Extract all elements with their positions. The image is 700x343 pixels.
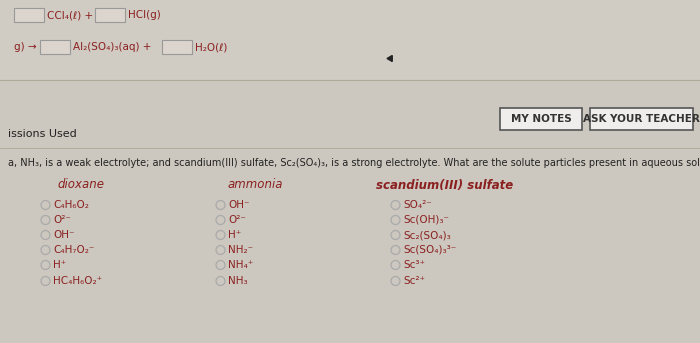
Text: SO₄²⁻: SO₄²⁻ [403,200,432,210]
Text: NH₃: NH₃ [228,276,248,286]
Text: issions Used: issions Used [8,129,77,139]
FancyBboxPatch shape [162,40,192,54]
Text: O²⁻: O²⁻ [228,215,246,225]
Text: HCl(g): HCl(g) [128,10,161,20]
Text: a, NH₃, is a weak electrolyte; and scandium(III) sulfate, Sc₂(SO₄)₃, is a strong: a, NH₃, is a weak electrolyte; and scand… [8,158,700,168]
Text: g) →: g) → [14,42,36,52]
Text: Sc(OH)₃⁻: Sc(OH)₃⁻ [403,215,449,225]
FancyBboxPatch shape [14,8,44,22]
Text: MY NOTES: MY NOTES [510,114,571,124]
FancyBboxPatch shape [0,80,700,343]
Text: C₄H₇O₂⁻: C₄H₇O₂⁻ [53,245,94,255]
Text: NH₄⁺: NH₄⁺ [228,260,253,270]
Text: Sc³⁺: Sc³⁺ [403,260,425,270]
FancyBboxPatch shape [40,40,70,54]
Text: H₂O(ℓ): H₂O(ℓ) [195,42,228,52]
Text: OH⁻: OH⁻ [53,230,74,240]
Text: ASK YOUR TEACHER: ASK YOUR TEACHER [583,114,700,124]
Text: OH⁻: OH⁻ [228,200,249,210]
Text: dioxane: dioxane [57,178,104,191]
Text: ammonia: ammonia [228,178,284,191]
FancyBboxPatch shape [590,108,693,130]
Text: HC₄H₆O₂⁺: HC₄H₆O₂⁺ [53,276,102,286]
Text: H⁺: H⁺ [53,260,66,270]
Text: H⁺: H⁺ [228,230,242,240]
Text: Sc(SO₄)₃³⁻: Sc(SO₄)₃³⁻ [403,245,456,255]
FancyBboxPatch shape [500,108,582,130]
Text: scandium(III) sulfate: scandium(III) sulfate [376,178,513,191]
Text: NH₂⁻: NH₂⁻ [228,245,253,255]
FancyBboxPatch shape [0,0,700,80]
Text: Al₂(SO₄)₃(aq) +: Al₂(SO₄)₃(aq) + [73,42,151,52]
Text: O²⁻: O²⁻ [53,215,71,225]
Text: Sc₂(SO₄)₃: Sc₂(SO₄)₃ [403,230,451,240]
Text: Sc²⁺: Sc²⁺ [403,276,425,286]
Text: C₄H₆O₂: C₄H₆O₂ [53,200,89,210]
FancyBboxPatch shape [95,8,125,22]
Text: CCl₄(ℓ) +: CCl₄(ℓ) + [47,10,93,20]
